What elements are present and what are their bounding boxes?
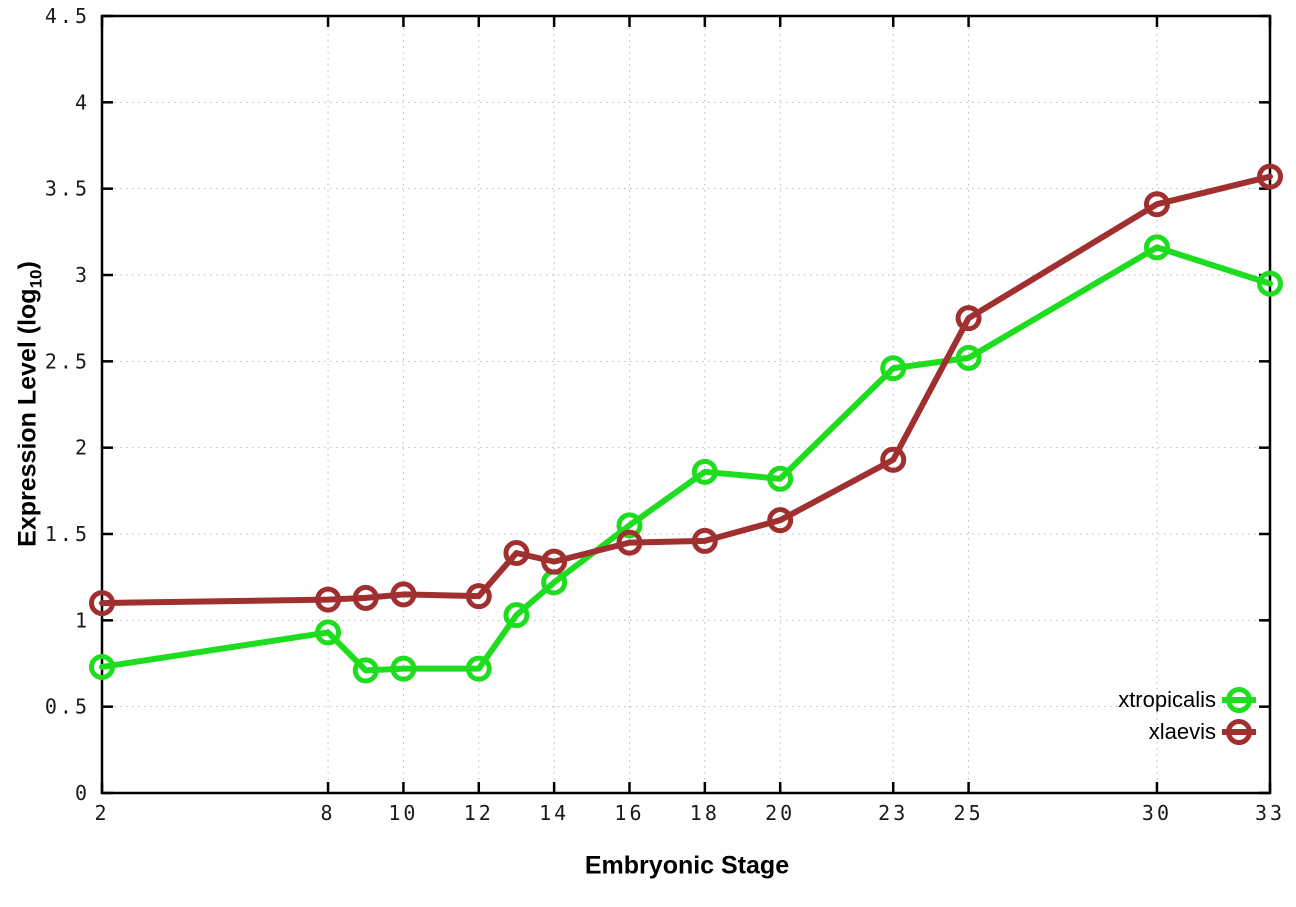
x-tick-label: 16 [614,801,644,825]
x-tick-label: 25 [954,801,984,825]
x-tick-label: 30 [1142,801,1172,825]
y-tick-label: 3.5 [45,177,90,201]
y-tick-label: 1 [75,608,90,632]
data-point-xtropicalis [503,602,530,629]
data-point-xlaevis [541,548,568,575]
data-point-xlaevis [955,305,982,332]
x-tick-label: 18 [690,801,720,825]
data-point-xtropicalis [955,344,982,371]
data-point-xtropicalis [880,355,907,382]
data-point-xtropicalis [691,458,718,485]
data-point-xtropicalis [315,619,342,646]
y-axis-title-subscript: 10 [26,269,46,289]
x-tick-label: 8 [321,801,336,825]
y-tick-label: 4 [75,90,90,114]
x-axis-title: Embryonic Stage [584,851,790,880]
x-tick-label: 2 [94,801,109,825]
data-point-xlaevis [465,583,492,610]
data-point-xtropicalis [616,512,643,539]
data-point-xlaevis [390,581,417,608]
legend-label-xlaevis: xlaevis [1149,719,1216,744]
x-tick-label: 10 [388,801,418,825]
y-tick-label: 0.5 [45,695,90,719]
series-line-xtropicalis [99,244,1273,674]
y-tick-label: 2.5 [45,349,90,373]
x-tick-label: 33 [1255,801,1285,825]
legend-marker-xtropicalis [1226,687,1252,713]
data-point-xlaevis [691,527,718,554]
y-tick-label: 0 [75,781,90,805]
x-tick-label: 12 [464,801,494,825]
y-axis-title-suffix: ) [13,261,42,270]
y-tick-label: 4.5 [45,4,90,28]
data-point-xtropicalis [465,655,492,682]
legend-label-xtropicalis: xtropicalis [1118,687,1216,712]
x-tick-label: 14 [539,801,569,825]
x-tick-label: 20 [765,801,795,825]
data-point-xlaevis [1257,163,1283,190]
series-line-xlaevis [99,173,1273,607]
x-tick-label: 23 [878,801,908,825]
legend-marker-xlaevis [1226,719,1252,745]
data-point-xlaevis [352,584,379,611]
data-point-xtropicalis [352,657,379,684]
data-point-xlaevis [1143,191,1170,218]
data-point-xtropicalis [390,655,417,682]
plot-border [100,14,1272,795]
data-point-xtropicalis [1257,270,1283,297]
data-point-xtropicalis [767,465,794,492]
data-point-xtropicalis [1143,234,1170,261]
data-point-xlaevis [315,586,342,613]
y-tick-label: 2 [75,436,90,460]
data-point-xlaevis [767,507,794,534]
data-point-xlaevis [616,529,643,556]
y-tick-label: 3 [75,263,90,287]
data-point-xlaevis [503,539,530,566]
data-point-xlaevis [89,590,115,617]
y-tick-label: 1.5 [45,522,90,546]
y-axis-title: Expression Level (log10) [14,261,47,547]
data-point-xlaevis [880,446,907,473]
data-point-xtropicalis [89,653,115,680]
y-axis-title-text: Expression Level (log [13,288,42,547]
